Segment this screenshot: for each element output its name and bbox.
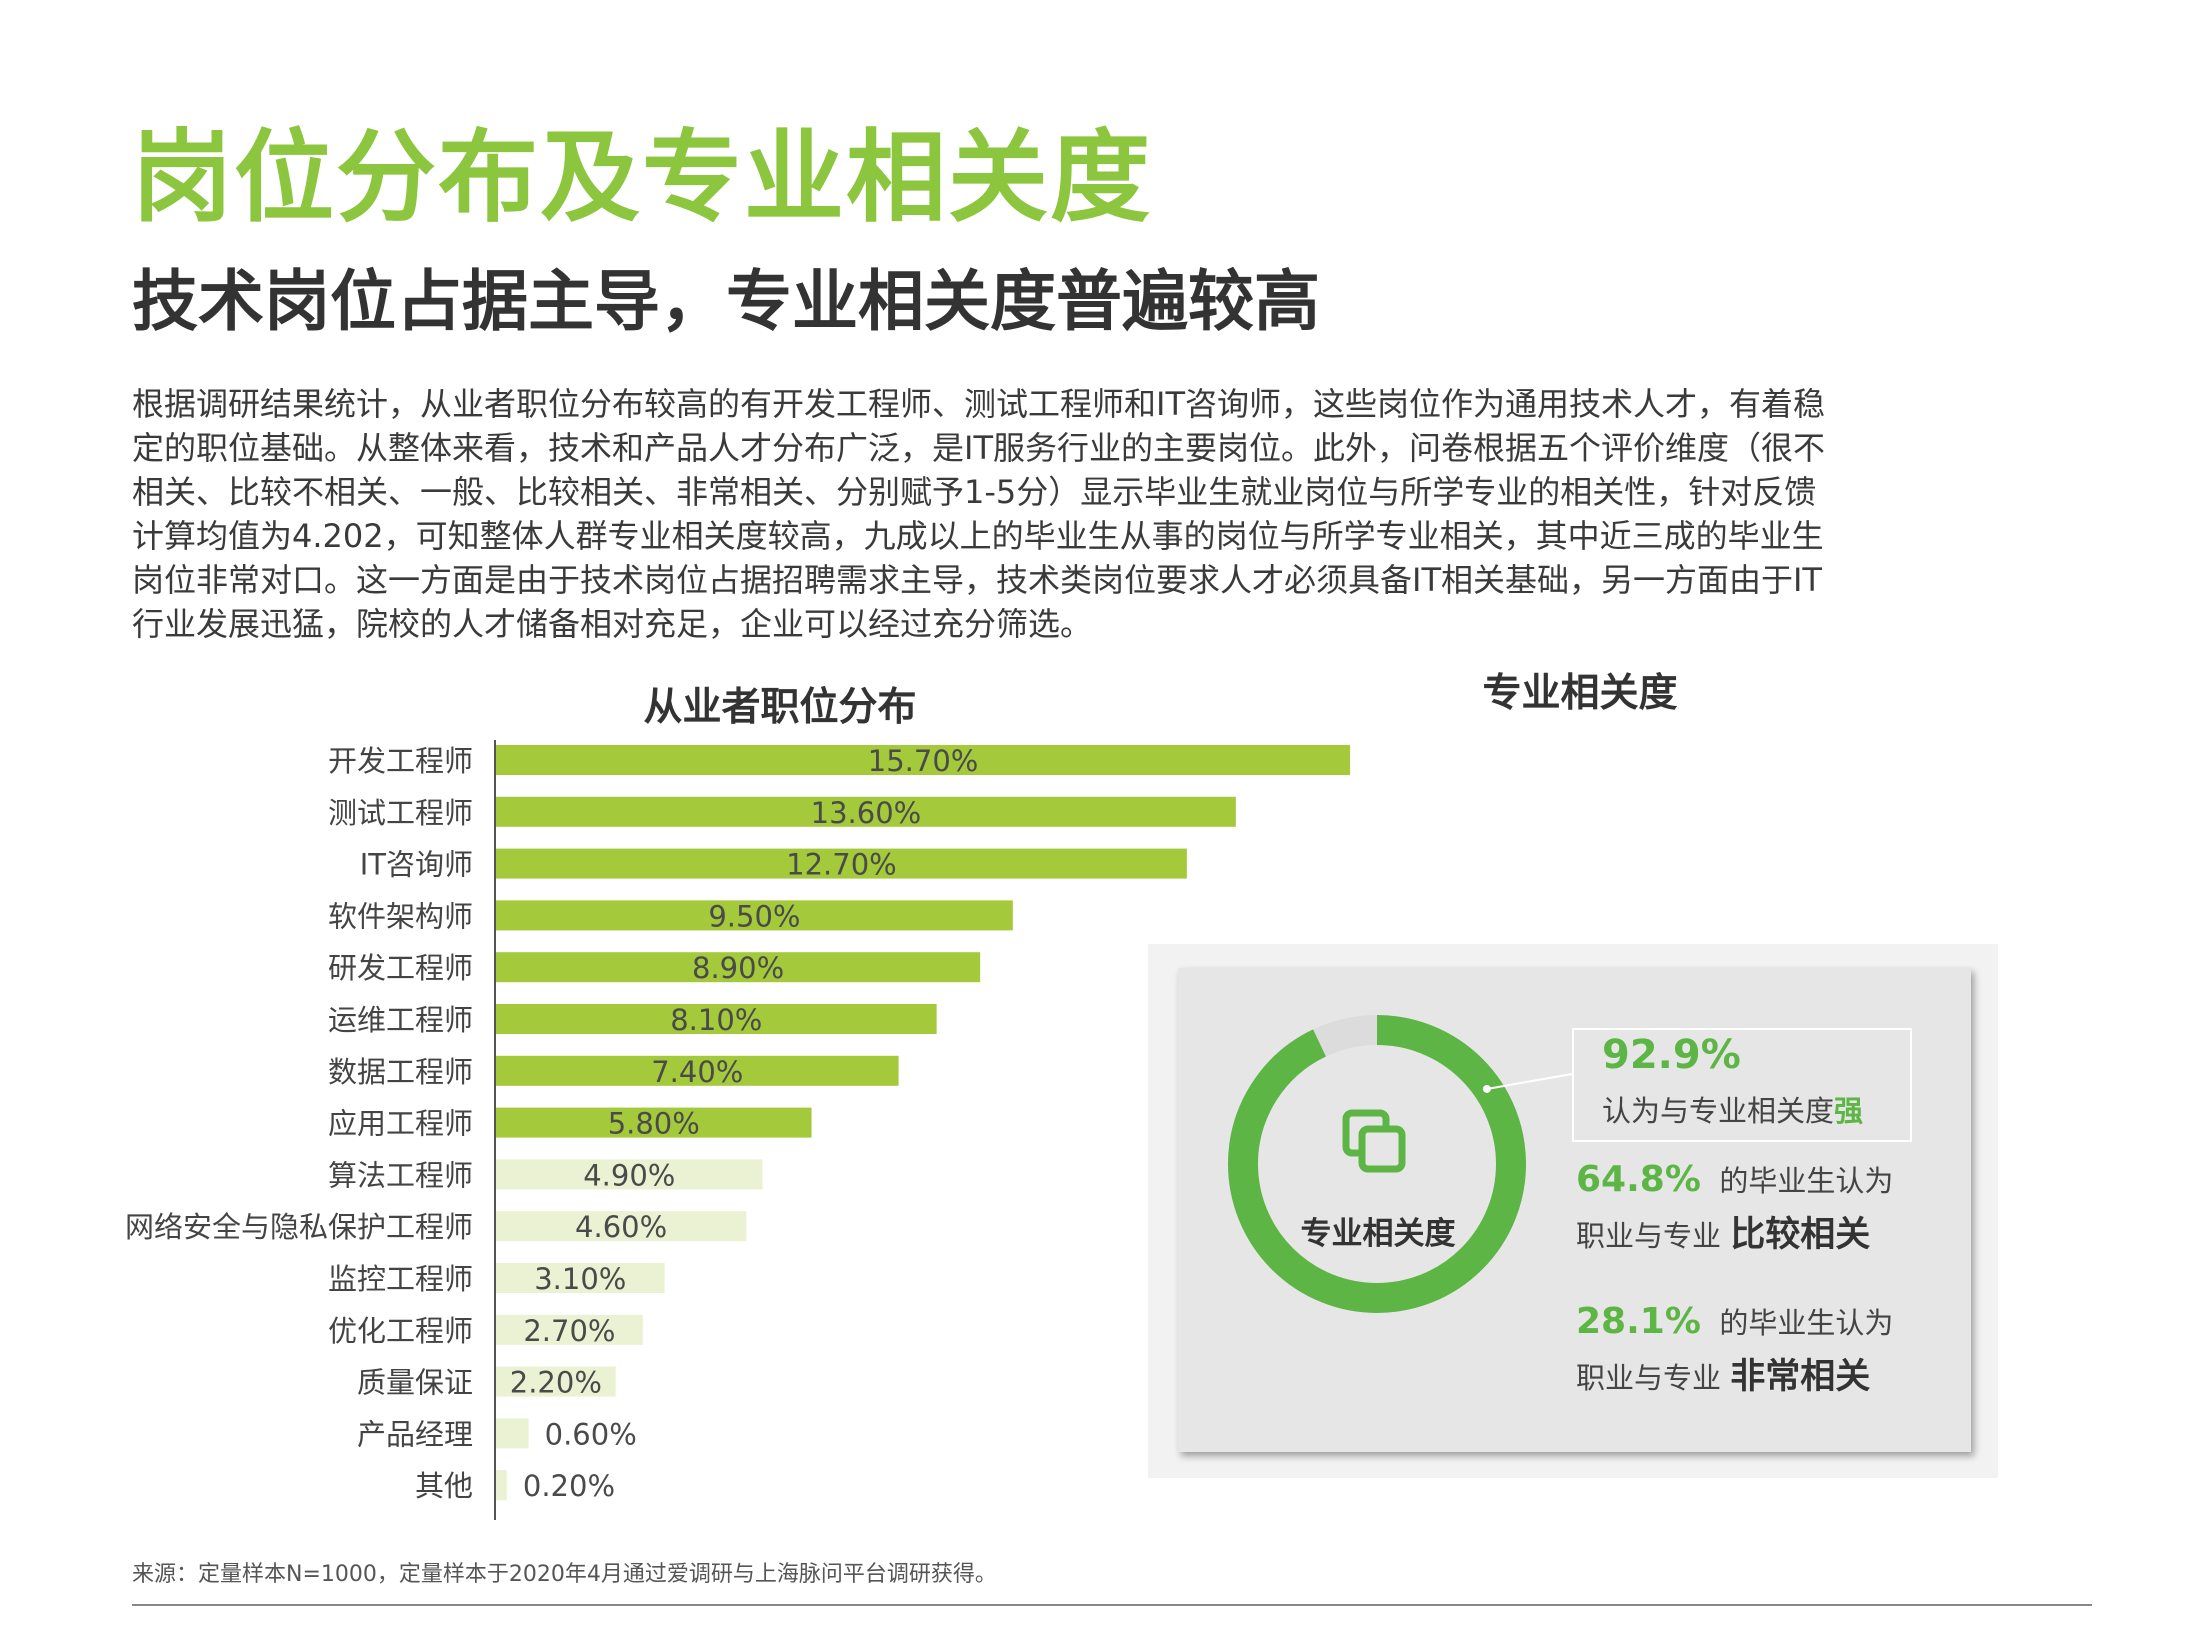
icon-square-front	[1358, 1125, 1406, 1173]
category-label: 监控工程师	[328, 1262, 473, 1296]
bar	[496, 1263, 665, 1293]
category-label: 应用工程师	[328, 1107, 473, 1141]
data-label: 9.50%	[708, 899, 800, 933]
data-label: 5.80%	[608, 1107, 700, 1141]
relevance-chart-title: 专业相关度	[1482, 671, 1678, 716]
stat-relevant-percent: 64.8%	[1576, 1159, 1701, 1200]
category-label: 软件架构师	[328, 899, 473, 933]
data-label: 15.70%	[868, 744, 979, 778]
body-line: 定的职位基础。从整体来看，技术和产品人才分布广泛，是IT服务行业的主要岗位。此外…	[132, 429, 1825, 467]
stat-relevant-emphasis: 比较相关	[1730, 1215, 1871, 1255]
stat-relevant-prefix: 的毕业生认为	[1719, 1164, 1894, 1198]
bar	[496, 1314, 643, 1345]
bar	[496, 900, 1013, 931]
body-line: 行业发展迅猛，院校的人才储备相对充足，企业可以经过充分筛选。	[132, 605, 1093, 643]
bar	[496, 1366, 616, 1397]
data-label: 7.40%	[651, 1055, 743, 1089]
stat-very-prefix: 的毕业生认为	[1719, 1306, 1894, 1340]
callout-box	[1572, 1028, 1912, 1142]
donut-center-label: 专业相关度	[1300, 1216, 1456, 1252]
callout-connector	[1486, 1073, 1573, 1090]
stat-very-emphasis: 非常相关	[1730, 1357, 1871, 1397]
category-label: IT咨询师	[360, 848, 473, 882]
data-label: 4.90%	[583, 1158, 675, 1192]
stat-relevant-line: 64.8% 的毕业生认为	[1576, 1158, 1893, 1200]
category-label: 运维工程师	[328, 1003, 473, 1037]
category-label: 其他	[415, 1469, 473, 1503]
category-label: 优化工程师	[328, 1314, 473, 1348]
donut-chart	[1228, 1015, 1573, 1313]
data-label: 0.20%	[523, 1469, 615, 1503]
bar	[496, 745, 1351, 775]
stat-very-text: 职业与专业	[1576, 1361, 1722, 1395]
page-subtitle: 技术岗位占据主导，专业相关度普遍较高	[132, 263, 1320, 340]
bar	[496, 952, 981, 983]
bar	[496, 1418, 529, 1449]
stat-very-line: 28.1% 的毕业生认为	[1576, 1300, 1893, 1342]
category-label: 测试工程师	[328, 796, 473, 830]
category-label: 网络安全与隐私保护工程师	[125, 1210, 473, 1244]
stat-strong-emphasis: 强	[1834, 1094, 1864, 1128]
callout-dot	[1482, 1084, 1491, 1093]
bar	[496, 1004, 937, 1034]
data-label: 13.60%	[811, 796, 922, 830]
data-label: 4.60%	[575, 1210, 667, 1244]
bar	[496, 796, 1236, 827]
overlapping-squares-icon	[1342, 1109, 1406, 1173]
data-label: 8.10%	[670, 1003, 762, 1037]
bar	[496, 1470, 507, 1501]
stat-very-desc: 职业与专业 非常相关	[1576, 1348, 1870, 1399]
stat-relevant-text: 职业与专业	[1576, 1219, 1722, 1253]
stat-strong-text: 认为与专业相关度强	[1602, 1088, 1863, 1130]
stat-very-percent: 28.1%	[1576, 1301, 1701, 1342]
stat-relevant-desc: 职业与专业 比较相关	[1576, 1206, 1870, 1257]
category-label: 开发工程师	[328, 744, 473, 778]
body-line: 岗位非常对口。这一方面是由于技术岗位占据招聘需求主导，技术类岗位要求人才必须具备…	[132, 561, 1822, 599]
data-label: 2.70%	[523, 1314, 615, 1348]
bar-chart-title: 从业者职位分布	[643, 685, 917, 730]
bar	[496, 1211, 747, 1242]
bar	[496, 1159, 763, 1190]
stat-strong-label: 认为与专业相关度	[1602, 1094, 1835, 1128]
body-line: 根据调研结果统计，从业者职位分布较高的有开发工程师、测试工程师和IT咨询师，这些…	[132, 385, 1825, 423]
data-label: 12.70%	[786, 848, 897, 882]
data-label: 8.90%	[692, 951, 784, 985]
stat-strong-percent: 92.9%	[1602, 1032, 1741, 1078]
bar-chart: 开发工程师 15.70% 测试工程师 13.60% IT咨询师 12.70% 软件架构师 9.…	[125, 740, 1351, 1520]
body-line: 计算均值为4.202，可知整体人群专业相关度较高，九成以上的毕业生从事的岗位与所…	[132, 517, 1824, 555]
category-label: 质量保证	[357, 1366, 473, 1400]
category-label: 产品经理	[357, 1417, 473, 1451]
category-label: 算法工程师	[328, 1158, 473, 1192]
data-label: 0.60%	[545, 1417, 637, 1451]
page-title: 岗位分布及专业相关度	[132, 119, 1152, 236]
bar	[496, 848, 1187, 879]
donut-slice	[1228, 1015, 1526, 1313]
body-paragraph: 根据调研结果统计，从业者职位分布较高的有开发工程师、测试工程师和IT咨询师，这些…	[132, 382, 2092, 646]
category-label: 研发工程师	[328, 951, 473, 985]
body-line: 相关、比较不相关、一般、比较相关、非常相关、分别赋予1-5分）显示毕业生就业岗位…	[132, 473, 1817, 511]
bar	[496, 1107, 812, 1138]
bar	[496, 1055, 899, 1086]
source-footnote: 来源：定量样本N=1000，定量样本于2020年4月通过爱调研与上海脉问平台调研…	[132, 1562, 997, 1587]
footer-divider	[132, 1604, 2092, 1606]
data-label: 2.20%	[510, 1366, 602, 1400]
data-label: 3.10%	[534, 1262, 626, 1296]
category-label: 数据工程师	[328, 1055, 473, 1089]
